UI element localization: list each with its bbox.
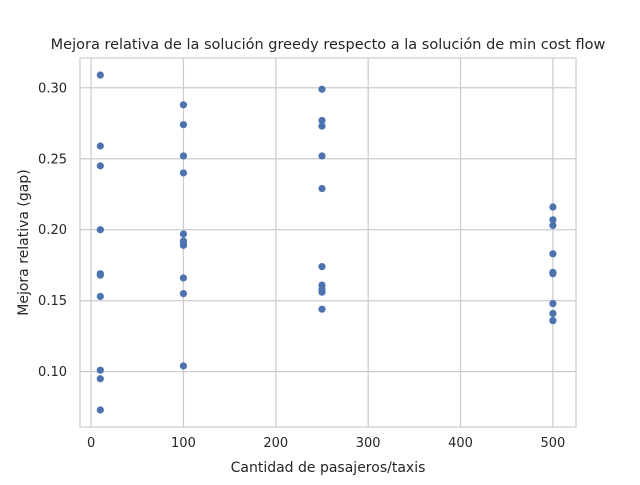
data-point bbox=[318, 263, 326, 271]
data-point bbox=[318, 288, 326, 296]
data-point bbox=[549, 309, 557, 318]
data-point bbox=[179, 121, 188, 129]
data-point bbox=[549, 316, 557, 325]
data-points bbox=[96, 71, 557, 414]
data-point bbox=[179, 274, 188, 282]
y-tick-label: 0.15 bbox=[38, 294, 67, 309]
data-point bbox=[318, 305, 326, 313]
data-point bbox=[96, 406, 104, 414]
x-tick-label: 500 bbox=[540, 436, 565, 451]
data-point bbox=[549, 203, 557, 211]
data-point bbox=[96, 271, 104, 279]
y-tick-label: 0.30 bbox=[38, 81, 67, 96]
data-point bbox=[318, 122, 326, 130]
x-tick-label: 300 bbox=[356, 436, 381, 451]
data-point bbox=[549, 221, 557, 230]
data-point bbox=[96, 71, 104, 79]
data-point bbox=[318, 184, 326, 193]
y-tick-labels: 0.10 0.15 0.20 0.25 0.30 bbox=[38, 81, 67, 380]
x-tick-label: 0 bbox=[87, 436, 95, 451]
chart-title: Mejora relativa de la solución greedy re… bbox=[51, 37, 606, 53]
data-point bbox=[549, 216, 557, 224]
x-tick-label: 200 bbox=[263, 436, 288, 451]
data-point bbox=[96, 292, 104, 301]
data-point bbox=[318, 116, 326, 125]
y-axis-label: Mejora relativa (gap) bbox=[16, 169, 32, 315]
data-point bbox=[179, 362, 188, 370]
data-point bbox=[96, 366, 104, 374]
y-tick-label: 0.25 bbox=[38, 152, 67, 167]
data-point bbox=[96, 375, 104, 383]
data-point bbox=[549, 299, 557, 308]
plot-frame bbox=[79, 57, 577, 428]
data-point bbox=[318, 85, 326, 93]
x-tick-label: 100 bbox=[171, 436, 196, 451]
plot-area bbox=[80, 58, 576, 427]
data-point bbox=[96, 226, 104, 234]
data-point bbox=[96, 142, 104, 150]
grid-lines bbox=[80, 58, 576, 427]
x-axis-label: Cantidad de pasajeros/taxis bbox=[231, 460, 426, 476]
data-point bbox=[179, 169, 188, 177]
data-point bbox=[318, 152, 326, 160]
x-tick-labels: 0 100 200 300 400 500 bbox=[87, 436, 565, 451]
y-tick-label: 0.10 bbox=[38, 365, 67, 380]
data-point bbox=[549, 250, 557, 258]
y-tick-label: 0.20 bbox=[38, 223, 67, 238]
data-point bbox=[179, 152, 188, 160]
data-point bbox=[179, 237, 188, 245]
data-point bbox=[96, 162, 104, 170]
x-tick-label: 400 bbox=[448, 436, 473, 451]
data-point bbox=[179, 101, 188, 109]
data-point bbox=[549, 270, 557, 278]
data-point bbox=[179, 289, 188, 298]
data-point bbox=[179, 230, 188, 238]
